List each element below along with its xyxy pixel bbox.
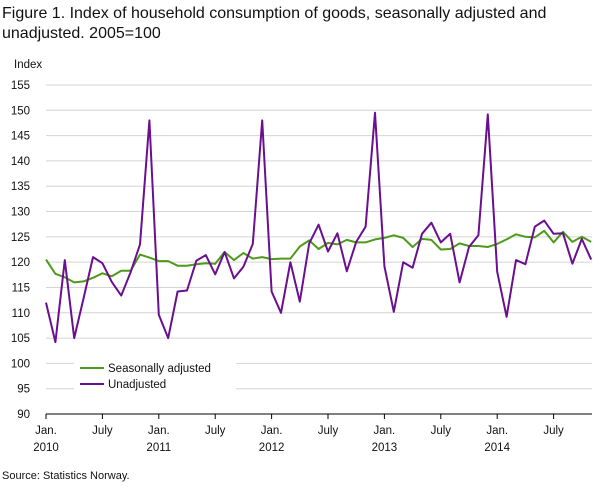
y-axis-label: Index (14, 59, 42, 71)
legend-background (74, 360, 236, 394)
x-tick-label: July (318, 425, 339, 437)
series-line-unadjusted (45, 111, 593, 344)
x-tick-year-label: 2014 (484, 442, 510, 454)
y-tick-label: 150 (11, 105, 30, 117)
x-tick-label: Jan. (261, 425, 283, 437)
y-tick-label: 155 (11, 80, 30, 92)
y-tick-label: 110 (12, 308, 30, 320)
source-note: Source: Statistics Norway. (2, 470, 130, 482)
y-tick-label: 105 (11, 333, 30, 345)
y-tick-label: 115 (12, 282, 30, 294)
x-tick-label: Jan. (35, 425, 57, 437)
y-tick-label: 125 (11, 232, 30, 244)
legend: Seasonally adjusted Unadjusted (74, 360, 236, 394)
x-tick-year-label: 2011 (146, 442, 171, 454)
y-tick-label: 90 (17, 409, 30, 421)
x-tick-label: July (543, 425, 564, 437)
series-line-seasonally-adjusted (45, 229, 592, 284)
x-tick-year-label: 2012 (259, 442, 285, 454)
y-tick-label: 130 (11, 207, 30, 219)
x-tick-label: July (92, 425, 113, 437)
x-tick-label: Jan. (148, 425, 170, 437)
y-tick-label: 135 (11, 181, 30, 193)
y-axis-ticks: 90 95 100 105 110 115 120 125 130 135 140 145 150 155 (11, 80, 30, 421)
chart-title: Figure 1. Index of household consumption… (2, 5, 547, 42)
x-tick-label: Jan. (374, 425, 396, 437)
x-tick-year-label: 2010 (33, 442, 59, 454)
legend-label: Seasonally adjusted (108, 363, 211, 375)
x-tick-label: July (431, 425, 452, 437)
y-tick-label: 145 (11, 131, 30, 143)
x-tick-label: Jan. (486, 425, 508, 437)
y-tick-label: 120 (11, 257, 30, 269)
x-tick-label: July (205, 425, 226, 437)
x-axis-ticks: Jan. 2010 July Jan. 2011 July Jan. 2012 July Jan.… (33, 414, 564, 454)
series-lines (45, 111, 593, 344)
legend-label: Unadjusted (108, 379, 166, 391)
y-tick-label: 100 (11, 358, 30, 370)
y-tick-label: 95 (17, 384, 30, 396)
x-tick-year-label: 2013 (372, 442, 398, 454)
y-tick-label: 140 (11, 156, 30, 168)
